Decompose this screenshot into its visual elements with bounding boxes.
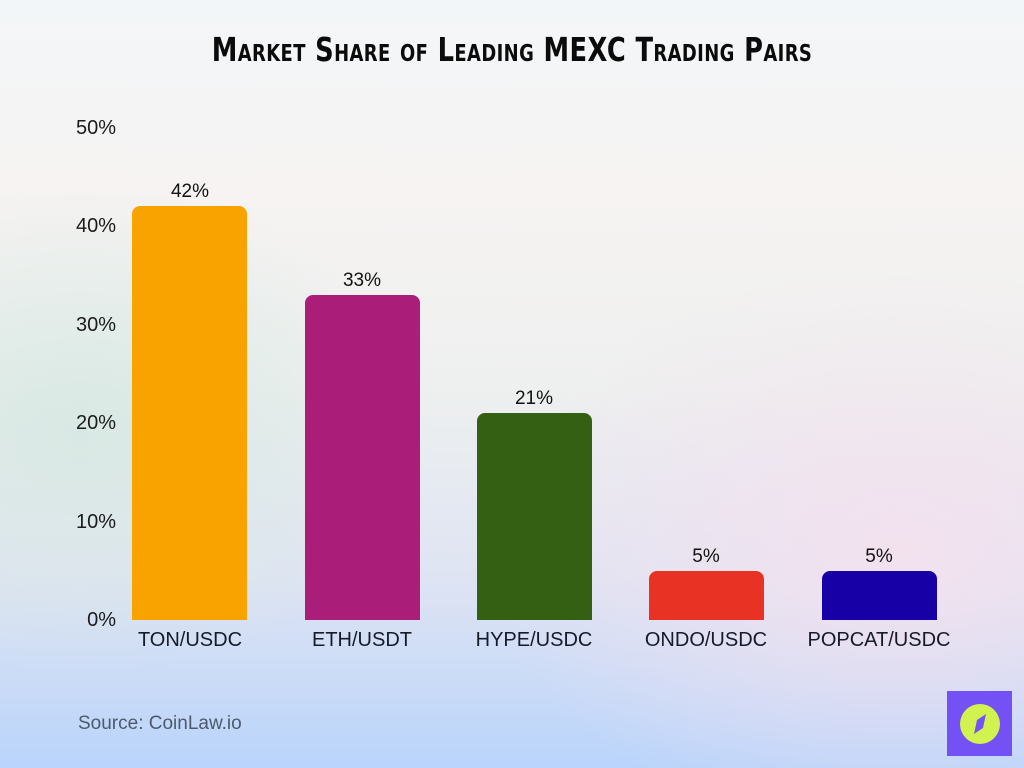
y-tick-10: 10% <box>75 511 116 533</box>
chart-title: Market Share of Leading MEXC Trading Pai… <box>211 30 813 69</box>
bar-hype-usdc <box>477 413 592 620</box>
value-label-ondo: 5% <box>692 546 720 567</box>
y-tick-30: 30% <box>75 314 116 336</box>
brand-logo <box>947 691 1012 756</box>
value-label-popcat: 5% <box>865 546 893 567</box>
x-label-popcat: POPCAT/USDC <box>807 629 951 651</box>
x-label-ton: TON/USDC <box>137 629 243 651</box>
compass-icon <box>959 703 1000 744</box>
y-tick-20: 20% <box>75 412 116 434</box>
value-label-ton: 42% <box>170 181 210 202</box>
source-note: Source: CoinLaw.io <box>78 713 242 734</box>
y-tick-50: 50% <box>75 117 116 139</box>
x-label-hype: HYPE/USDC <box>475 629 593 651</box>
bar-ondo-usdc <box>649 571 764 620</box>
bar-eth-usdt <box>305 295 420 620</box>
value-label-eth: 33% <box>342 270 382 291</box>
y-tick-40: 40% <box>75 215 116 237</box>
x-label-eth: ETH/USDT <box>312 629 412 651</box>
value-label-hype: 21% <box>514 388 554 409</box>
bar-popcat-usdc <box>822 571 937 620</box>
x-label-ondo: ONDO/USDC <box>644 629 768 651</box>
y-tick-0: 0% <box>87 609 116 631</box>
bar-ton-usdc <box>132 206 247 620</box>
